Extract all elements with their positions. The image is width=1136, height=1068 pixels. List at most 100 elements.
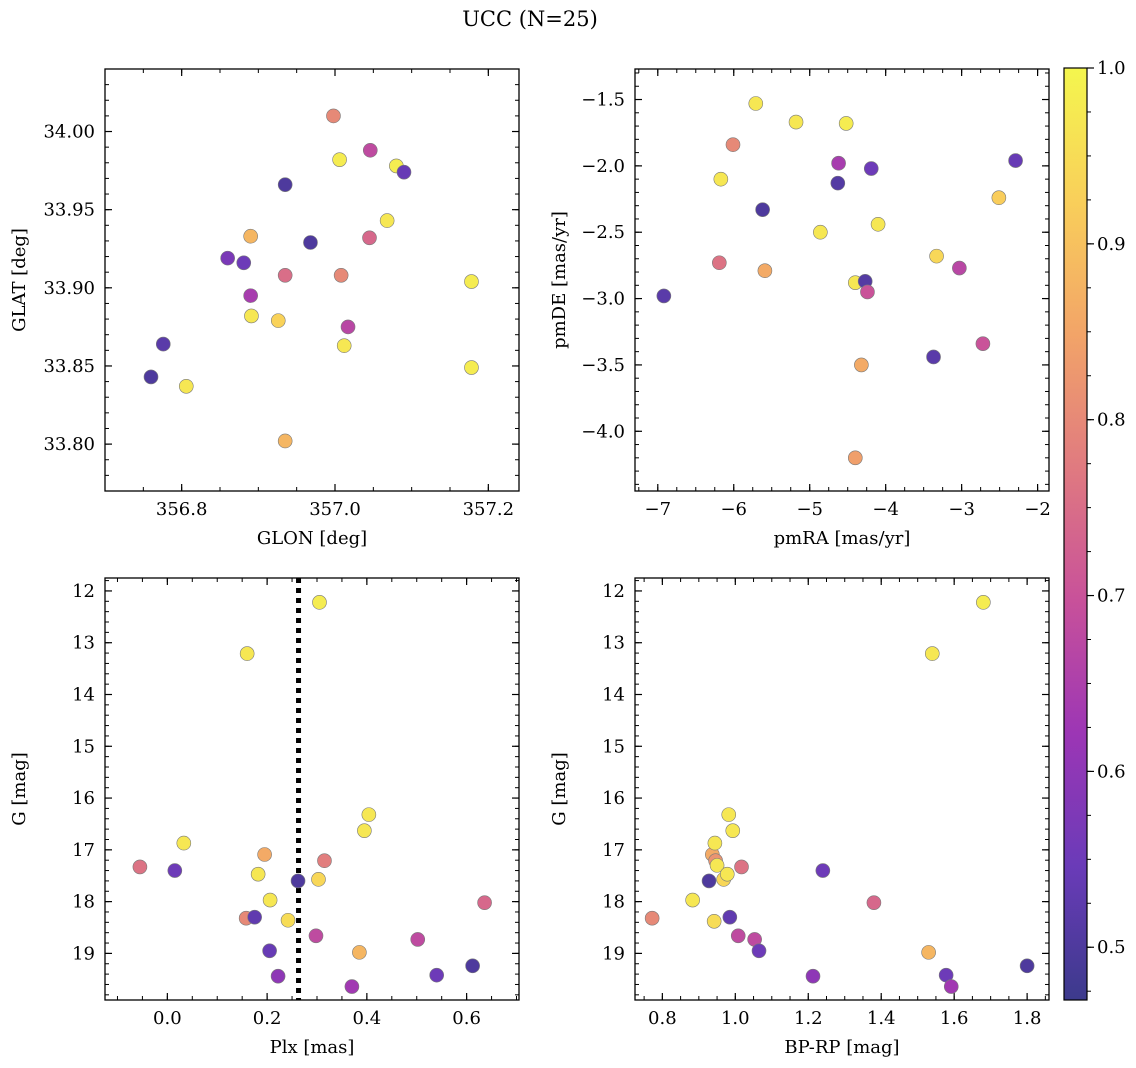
x-axis-label: pmRA [mas/yr] [774,528,911,549]
data-point [362,142,378,158]
data-point [303,235,318,250]
data-point [838,116,854,131]
data-point [734,859,749,875]
data-point [725,137,741,152]
data-point [943,979,959,994]
data-point [332,152,347,167]
y-tick-label: −3.5 [581,355,625,376]
data-point [465,958,480,974]
data-point [713,171,729,187]
data-point [239,646,255,661]
data-point [257,847,272,862]
x-tick-label: −6 [720,499,747,520]
y-tick-label: 13 [602,633,625,654]
data-point [847,450,863,466]
colorbar-tick-label: 1.0 [1097,58,1126,79]
data-point [352,945,367,960]
data-point [132,859,148,875]
data-point [277,433,293,449]
data-point [706,913,722,929]
y-tick-label: 12 [72,581,95,602]
data-point [308,928,324,944]
y-tick-label: 17 [72,840,95,861]
x-tick-label: 0.0 [153,1008,182,1029]
y-axis-label: G [mag] [9,752,30,825]
data-point [250,866,266,882]
data-points [644,595,1035,994]
panel-glon-glat: 356.8 357.0 357.2 33.80 33.85 33.90 33.95 34.00… [9,68,520,549]
data-point [243,228,258,244]
x-tick-label: −5 [796,499,823,520]
data-point [926,349,941,365]
y-tick-label: 33.80 [43,434,95,455]
colorbar-tick-label: 0.6 [1097,761,1126,782]
data-point [788,114,804,130]
data-point [243,288,258,303]
data-point [340,319,356,335]
y-tick-label: −3.0 [581,289,625,310]
y-tick-label: 16 [72,788,95,809]
data-point [143,369,159,385]
x-axis-label: GLON [deg] [257,528,367,549]
x-tick-label: 1.6 [940,1008,969,1029]
y-tick-label: 18 [602,892,625,913]
data-point [975,336,991,351]
data-point [333,268,349,283]
x-axis-label: BP-RP [mag] [784,1037,899,1058]
colorbar-tick-label: 0.9 [1097,234,1126,255]
data-point [870,216,886,232]
x-tick-label: 0.6 [452,1008,481,1029]
data-point [336,338,352,353]
data-point [167,863,183,878]
x-tick-label: −3 [948,499,975,520]
minor-ticks [635,69,1049,491]
colorbar-gradient [1063,67,1088,1001]
y-tick-label: −2.5 [581,222,625,243]
minor-ticks [105,68,519,492]
data-point [709,858,725,873]
data-point [866,895,882,910]
data-point [236,255,252,271]
data-point [685,892,700,908]
x-tick-label: 357.0 [309,499,361,520]
data-point [813,224,828,240]
data-point [277,177,293,192]
colorbar-tick-label: 0.8 [1097,410,1126,431]
data-points [656,96,1023,466]
x-tick-label: 1.4 [867,1008,896,1029]
y-tick-label: 17 [602,840,625,861]
data-point [1019,958,1035,974]
data-points [132,595,492,994]
data-point [854,357,869,373]
data-point [477,895,492,910]
data-point [220,250,235,266]
x-tick-label: 1.8 [1013,1008,1042,1029]
data-point [262,892,278,908]
data-point [755,202,770,217]
y-tick-label: 33.95 [43,200,95,221]
y-tick-label: 33.90 [43,278,95,299]
axes-frame [104,577,520,1001]
data-point [830,175,846,191]
y-tick-label: 13 [72,633,95,654]
data-point [270,968,286,984]
data-point [464,274,479,289]
data-point [312,595,327,610]
data-point [410,932,426,947]
data-point [429,967,444,983]
data-point [712,255,727,271]
data-point [815,863,831,878]
x-tick-label: 0.4 [353,1008,382,1029]
data-point [464,360,479,375]
x-tick-label: 357.2 [463,499,515,520]
data-point [757,263,773,279]
axes-frame [634,577,1050,1001]
data-point [722,909,738,925]
y-tick-label: 33.85 [43,356,95,377]
x-tick-label: 356.8 [156,499,208,520]
data-point [357,823,372,838]
data-point [929,248,944,264]
panel-plx-g: 0.0 0.2 0.4 0.6 12 13 14 15 16 17 18 19 Plx [mas] G [… [9,577,520,1058]
data-point [311,872,326,887]
